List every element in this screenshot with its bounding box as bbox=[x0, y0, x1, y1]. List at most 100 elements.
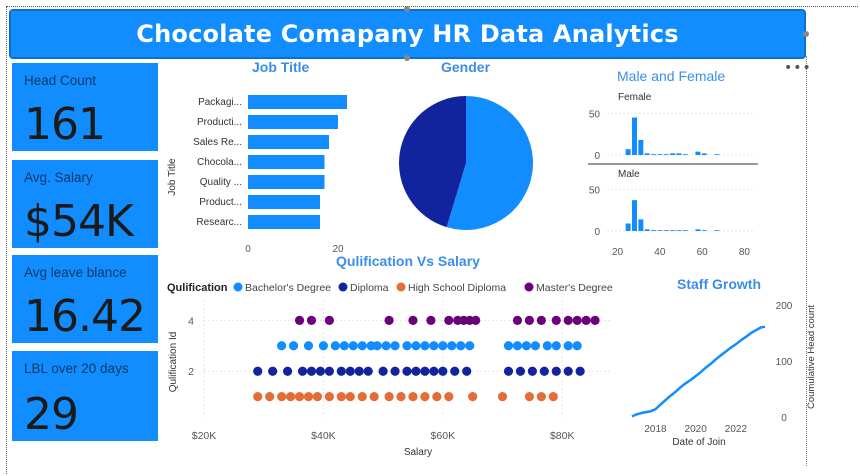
scatter-point bbox=[468, 392, 478, 402]
kpi-card-avg-salary[interactable]: Avg. Salary $54K bbox=[12, 160, 158, 248]
scatter-point bbox=[348, 341, 358, 351]
scatter-point bbox=[542, 341, 552, 351]
scatter-point bbox=[324, 315, 334, 325]
y-tick-label: 2 bbox=[188, 366, 194, 378]
kpi-card-lbl-over-20-days[interactable]: LBL over 20 days 29 bbox=[12, 351, 158, 441]
scatter-point bbox=[315, 366, 326, 376]
legend-entry: Bachelor's Degree bbox=[245, 282, 331, 294]
staff-growth-line bbox=[631, 325, 766, 418]
scatter-point bbox=[551, 366, 561, 376]
scatter-point bbox=[330, 341, 340, 351]
scatter-point bbox=[277, 392, 287, 402]
job-title-bar bbox=[248, 175, 325, 189]
job-title-bar bbox=[248, 155, 325, 169]
x-tick-label: 2018 bbox=[644, 424, 667, 435]
scatter-point bbox=[384, 392, 394, 402]
job-title-bar bbox=[248, 95, 347, 109]
dashboard-title-bar[interactable]: Chocolate Comapany HR Data Analytics bbox=[9, 9, 806, 59]
scatter-point bbox=[411, 341, 421, 351]
scatter-point bbox=[357, 341, 367, 351]
scatter-point bbox=[282, 366, 293, 376]
x-tick-label: 60 bbox=[697, 247, 709, 258]
more-options-icon[interactable]: ••• bbox=[784, 60, 812, 76]
scatter-point bbox=[444, 315, 454, 325]
gender-chart-title: Gender bbox=[441, 59, 491, 75]
histogram-bar bbox=[695, 151, 701, 155]
histogram-bar bbox=[631, 200, 637, 231]
scatter-point bbox=[420, 392, 430, 402]
y-tick-label: 50 bbox=[589, 109, 601, 120]
scatter-point bbox=[336, 392, 346, 402]
scatter-point bbox=[429, 341, 439, 351]
histogram-bar bbox=[714, 154, 720, 155]
kpi-label: LBL over 20 days bbox=[24, 361, 129, 376]
gender-chart[interactable] bbox=[392, 80, 542, 240]
panel-label-female: Female bbox=[618, 92, 652, 103]
scatter-point bbox=[456, 341, 466, 351]
scatter-point bbox=[402, 366, 412, 376]
scatter-point bbox=[390, 366, 400, 376]
scatter-point bbox=[548, 392, 558, 402]
scatter-point bbox=[512, 315, 523, 325]
scatter-point bbox=[297, 366, 308, 376]
scatter-point bbox=[408, 315, 418, 325]
scatter-point bbox=[369, 392, 379, 402]
scatter-point bbox=[450, 366, 460, 376]
scatter-point bbox=[378, 366, 388, 376]
male-female-chart[interactable]: Female Male 0 50 0 50 20 40 60 80 bbox=[580, 85, 765, 260]
scatter-point bbox=[497, 392, 508, 402]
scatter-point bbox=[524, 392, 534, 402]
male-female-chart-title: Male and Female bbox=[617, 68, 726, 84]
resize-handle-top[interactable] bbox=[404, 6, 410, 12]
x-tick-label: 40 bbox=[654, 247, 666, 258]
histogram-bar bbox=[714, 230, 720, 231]
resize-handle-bottom[interactable] bbox=[404, 55, 410, 61]
x-tick-label: 2022 bbox=[725, 424, 748, 435]
scatter-point bbox=[253, 366, 263, 376]
x-tick-label: $60K bbox=[431, 430, 456, 442]
scatter-point bbox=[318, 341, 329, 351]
kpi-label: Head Count bbox=[24, 73, 97, 88]
qualification-salary-chart-title: Qulification Vs Salary bbox=[336, 253, 480, 269]
scatter-point bbox=[336, 366, 346, 376]
panel-label-male: Male bbox=[618, 169, 640, 180]
histogram-bar bbox=[638, 140, 644, 155]
histogram-bar bbox=[657, 154, 663, 155]
staff-growth-chart[interactable]: 0 100 200 2018 2020 2022 Date of Join Coumula… bbox=[622, 290, 822, 455]
scatter-point bbox=[294, 315, 305, 325]
kpi-card-avg-leave-balance[interactable]: Avg leave blance 16.42 bbox=[12, 255, 158, 343]
qualification-salary-chart[interactable]: Qulification Bachelor's Degree Diploma Hig… bbox=[160, 272, 620, 462]
scatter-point bbox=[572, 315, 582, 325]
gender-pie-slice bbox=[446, 96, 534, 231]
staff-growth-chart-title: Staff Growth bbox=[677, 276, 761, 292]
histogram-bar bbox=[625, 149, 631, 155]
job-title-chart[interactable]: Packagi... Producti... Sales Re... Chocola.… bbox=[160, 80, 390, 255]
resize-handle-right[interactable] bbox=[803, 31, 809, 37]
kpi-card-head-count[interactable]: Head Count 161 bbox=[12, 63, 158, 151]
scatter-point bbox=[515, 366, 526, 376]
job-title-category-label: Producti... bbox=[197, 117, 242, 128]
scatter-point bbox=[575, 366, 585, 376]
histogram-bar bbox=[676, 153, 682, 155]
y-tick-label: 4 bbox=[188, 315, 194, 327]
scatter-point bbox=[324, 392, 334, 402]
legend-marker bbox=[524, 282, 534, 292]
scatter-point bbox=[581, 315, 591, 325]
scatter-point bbox=[563, 341, 573, 351]
legend-entry: Master's Degree bbox=[536, 282, 613, 294]
scatter-point bbox=[390, 341, 400, 351]
scatter-point bbox=[503, 366, 514, 376]
scatter-point bbox=[420, 366, 430, 376]
scatter-point bbox=[503, 341, 514, 351]
x-tick-label: 80 bbox=[739, 247, 751, 258]
histogram-bar bbox=[644, 153, 650, 155]
y-tick-label: 0 bbox=[594, 151, 600, 162]
x-tick-label: $20K bbox=[192, 430, 217, 442]
job-title-bar bbox=[248, 115, 338, 129]
histogram-bar bbox=[695, 229, 701, 231]
scatter-point bbox=[288, 341, 299, 351]
histogram-bar bbox=[638, 219, 644, 231]
scatter-point bbox=[572, 341, 582, 351]
gender-pie-slice bbox=[399, 96, 466, 228]
scatter-point bbox=[345, 366, 355, 376]
